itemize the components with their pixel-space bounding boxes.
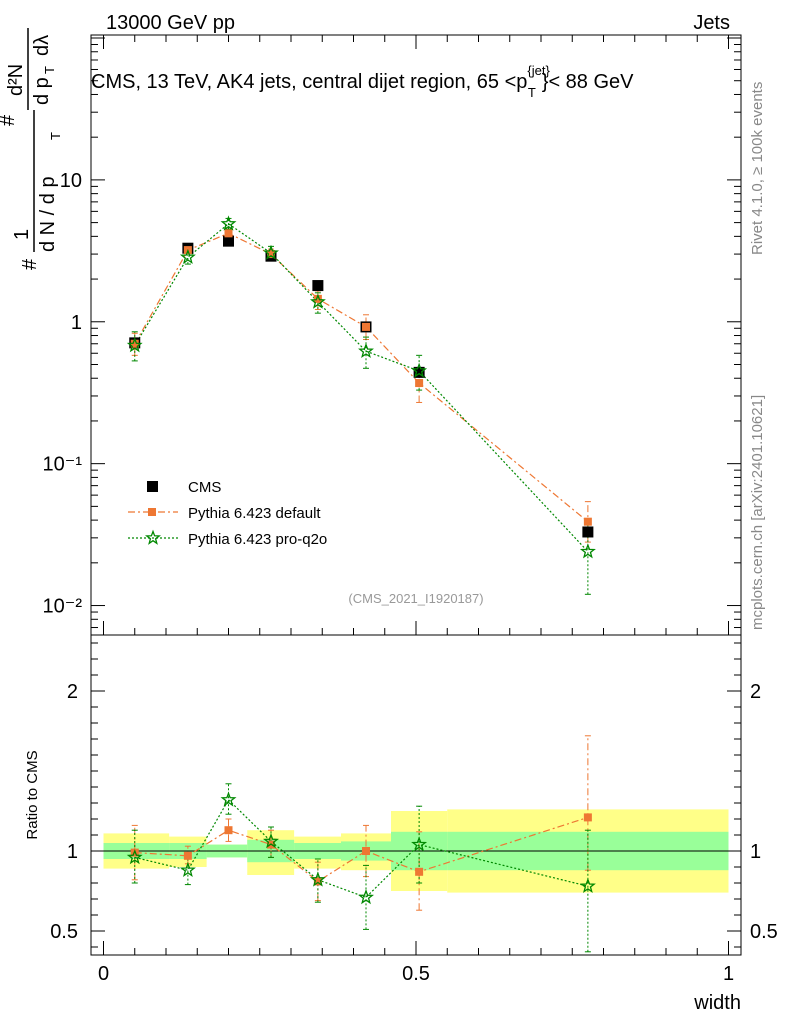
rivet-version-label: Rivet 4.1.0, ≥ 100k events bbox=[749, 82, 766, 255]
y-label-t-1: T bbox=[48, 132, 63, 140]
ratio-y-tick-label: 2 bbox=[67, 681, 78, 703]
point-default bbox=[362, 322, 370, 331]
ratio-point-default bbox=[415, 867, 424, 876]
point-default bbox=[224, 229, 233, 238]
y-label-dlambda: dλ bbox=[31, 35, 53, 56]
mcplots-label: mcplots.cern.ch [arXiv:2401.10621] bbox=[749, 395, 766, 630]
ratio-plot-frame bbox=[90, 634, 742, 956]
point-proq2o bbox=[179, 248, 196, 264]
legend-star-shape bbox=[145, 529, 161, 545]
ratio-y-tick-label-right: 2 bbox=[750, 681, 761, 703]
ratio-point-proq2o bbox=[309, 871, 326, 887]
ratio-point-default bbox=[313, 877, 322, 886]
ratio-y-tick-label-right: 0.5 bbox=[750, 921, 778, 943]
point-cms bbox=[413, 366, 425, 378]
ratio-point-default bbox=[362, 847, 370, 855]
main-line-default bbox=[134, 232, 589, 523]
point-default bbox=[415, 379, 424, 388]
point-default bbox=[130, 339, 139, 348]
y-label-hash-2: # bbox=[0, 114, 19, 126]
point-proq2o bbox=[411, 362, 428, 378]
main-line-proq2o bbox=[134, 223, 589, 553]
point-proq2o bbox=[309, 293, 326, 309]
legend-marker-proq2o bbox=[145, 529, 161, 545]
point-default bbox=[267, 250, 275, 259]
point-cms bbox=[312, 280, 324, 292]
ratio-point-proq2o bbox=[220, 791, 237, 807]
category-label: Jets bbox=[693, 12, 730, 34]
point-proq2o bbox=[220, 215, 237, 231]
y-label-dpt: d p bbox=[31, 77, 53, 105]
ratio-y-tick-label-right: 1 bbox=[750, 841, 761, 863]
main-y-tick-label: 10 bbox=[60, 170, 82, 192]
ratio-point-proq2o bbox=[263, 833, 279, 849]
ratio-y-tick-label: 1 bbox=[67, 841, 78, 863]
main-y-tick-label: 10⁻¹ bbox=[43, 454, 83, 476]
plot-title: CMS, 13 TeV, AK4 jets, central dijet reg… bbox=[91, 63, 634, 100]
ratio-point-proq2o bbox=[126, 849, 143, 865]
ratio-plot-series bbox=[126, 735, 596, 953]
y-label-dn: d N / d p bbox=[37, 176, 59, 252]
point-default bbox=[583, 517, 592, 526]
ratio-point-proq2o bbox=[179, 861, 196, 878]
point-proq2o bbox=[263, 244, 279, 260]
y-label-d2n: d²N bbox=[5, 64, 27, 96]
x-axis-label: width bbox=[693, 992, 741, 1014]
legend-marker-default bbox=[148, 508, 156, 516]
point-proq2o bbox=[358, 342, 374, 358]
point-cms bbox=[582, 526, 594, 538]
energy-label: 13000 GeV pp bbox=[106, 12, 235, 34]
ratio-point-default bbox=[583, 813, 592, 822]
legend: CMS Pythia 6.423 default Pythia 6.423 pr… bbox=[128, 479, 327, 548]
x-tick-label: 0 bbox=[98, 963, 109, 985]
legend-marker-cms bbox=[147, 481, 158, 492]
ratio-point-proq2o bbox=[411, 836, 428, 852]
y-label-hash-1: # bbox=[19, 258, 41, 270]
legend-label-default: Pythia 6.423 default bbox=[188, 505, 321, 522]
ratio-point-default bbox=[183, 851, 192, 860]
ratio-line-proq2o bbox=[134, 798, 589, 899]
point-proq2o bbox=[579, 543, 596, 559]
legend-label-proq2o: Pythia 6.423 pro-q2o bbox=[188, 531, 327, 548]
point-proq2o bbox=[126, 337, 143, 353]
x-tick-label: 1 bbox=[723, 963, 734, 985]
main-y-tick-label: 10⁻² bbox=[43, 596, 83, 618]
main-plot-series bbox=[126, 215, 596, 595]
ratio-point-default bbox=[224, 826, 233, 835]
ratio-y-axis-label: Ratio to CMS bbox=[24, 750, 41, 839]
main-y-axis-label: # 1 d N / d p T # d²N d p T dλ bbox=[0, 28, 63, 270]
ratio-y-tick-label: 0.5 bbox=[50, 921, 78, 943]
point-cms bbox=[223, 235, 234, 247]
ratio-point-proq2o bbox=[579, 877, 596, 894]
ratio-point-proq2o bbox=[358, 889, 374, 905]
ratio-line-default bbox=[134, 816, 589, 883]
x-tick-label: 0.5 bbox=[402, 963, 430, 985]
point-default bbox=[313, 294, 322, 303]
y-label-t-2: T bbox=[42, 66, 57, 74]
axis-ticks: 0 0.5 1 10⁻² 10⁻¹ 1 10 0.5 0.5 1 1 2 2 bbox=[43, 35, 778, 985]
legend-label-cms: CMS bbox=[188, 479, 221, 496]
main-y-tick-label: 1 bbox=[71, 312, 82, 334]
analysis-id: (CMS_2021_I1920187) bbox=[348, 591, 483, 606]
y-label-one: 1 bbox=[11, 229, 33, 240]
